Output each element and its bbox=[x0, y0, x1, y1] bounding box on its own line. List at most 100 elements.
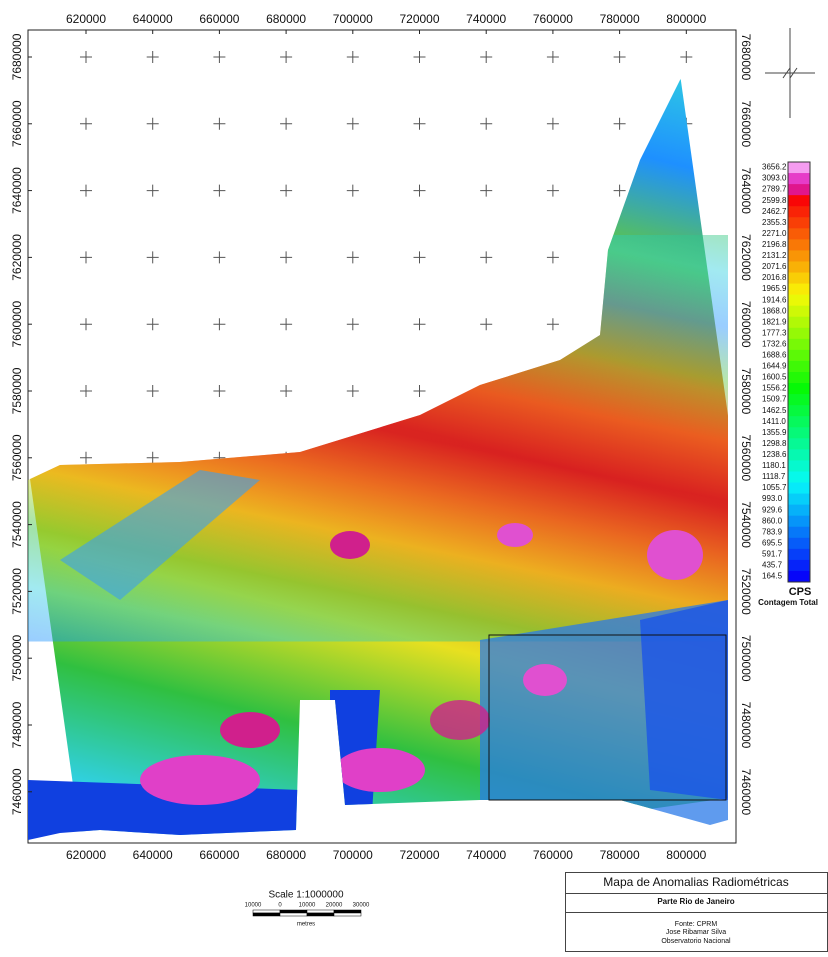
scale-tick-label: 10000 bbox=[245, 903, 262, 909]
low-zone bbox=[640, 600, 728, 800]
legend-swatch bbox=[788, 305, 810, 318]
legend-swatch bbox=[788, 250, 810, 262]
grid-cross bbox=[480, 251, 493, 264]
y-tick-label: 7580000 bbox=[739, 368, 753, 415]
grid-cross bbox=[480, 50, 493, 63]
legend-swatch bbox=[788, 471, 810, 484]
legend-swatch bbox=[788, 272, 810, 285]
legend-swatch bbox=[788, 239, 810, 251]
y-tick-label: 7480000 bbox=[739, 702, 753, 749]
legend-swatch bbox=[788, 504, 810, 517]
map-title: Mapa de Anomalias Radiométricas bbox=[603, 875, 788, 889]
legend-value: 1180.1 bbox=[762, 461, 786, 470]
legend-value: 2016.8 bbox=[762, 273, 787, 282]
scale-segment bbox=[306, 909, 335, 914]
scale-tick-label: 0 bbox=[278, 903, 282, 909]
high-zone bbox=[335, 748, 425, 792]
legend-swatch bbox=[788, 349, 810, 362]
title-block: Mapa de Anomalias Radiométricas Parte Ri… bbox=[565, 872, 828, 952]
grid-cross bbox=[546, 251, 559, 264]
x-tick-label: 620000 bbox=[66, 12, 106, 26]
legend-swatch bbox=[788, 195, 810, 207]
grid-cross bbox=[680, 50, 693, 63]
high-zone bbox=[220, 712, 280, 748]
grid-cross bbox=[413, 184, 426, 197]
scale-segment bbox=[333, 909, 362, 914]
legend-swatch bbox=[788, 327, 810, 340]
x-tick-label: 640000 bbox=[133, 12, 173, 26]
y-tick-label: 7520000 bbox=[10, 568, 24, 615]
high-zone bbox=[330, 531, 370, 559]
x-tick-label: 760000 bbox=[533, 848, 573, 862]
legend-value: 1821.9 bbox=[762, 317, 787, 326]
x-tick-label: 760000 bbox=[533, 12, 573, 26]
legend-swatch bbox=[788, 493, 810, 506]
legend-unit: CPS bbox=[789, 586, 812, 598]
grid-cross bbox=[79, 318, 92, 331]
legend-swatch bbox=[788, 405, 810, 417]
legend-value: 164.5 bbox=[762, 572, 783, 581]
scale-segment bbox=[279, 909, 308, 914]
grid-cross bbox=[213, 184, 226, 197]
legend-swatch bbox=[788, 316, 810, 329]
y-tick-label: 7500000 bbox=[10, 635, 24, 682]
high-zone bbox=[647, 530, 703, 580]
x-tick-label: 740000 bbox=[466, 848, 506, 862]
scale-title: Scale 1:1000000 bbox=[268, 890, 344, 901]
legend-value: 695.5 bbox=[762, 538, 783, 547]
grid-cross bbox=[79, 184, 92, 197]
legend-swatch bbox=[788, 394, 810, 406]
grid-cross bbox=[346, 318, 359, 331]
y-tick-label: 7640000 bbox=[739, 167, 753, 214]
legend-value: 1556.2 bbox=[762, 384, 787, 393]
grid-cross bbox=[546, 117, 559, 130]
grid-cross bbox=[613, 184, 626, 197]
x-tick-label: 680000 bbox=[266, 12, 306, 26]
grid-cross bbox=[146, 251, 159, 264]
legend-value: 1777.3 bbox=[762, 328, 787, 337]
scale-bar: Scale 1:1000000 metres 10000 0 10000 20000 3… bbox=[245, 890, 370, 928]
grid-cross bbox=[413, 251, 426, 264]
scale-tick-label: 20000 bbox=[326, 903, 343, 909]
grid-cross bbox=[346, 251, 359, 264]
grid-cross bbox=[346, 184, 359, 197]
legend-swatch bbox=[788, 526, 810, 539]
legend-value: 783.9 bbox=[762, 527, 783, 536]
grid-cross bbox=[79, 251, 92, 264]
legend-value: 1644.9 bbox=[762, 362, 787, 371]
y-tick-label: 7500000 bbox=[739, 635, 753, 682]
legend-value: 591.7 bbox=[762, 549, 783, 558]
grid-cross bbox=[280, 117, 293, 130]
legend-swatch bbox=[788, 173, 810, 185]
grid-cross bbox=[146, 184, 159, 197]
x-tick-label: 800000 bbox=[666, 848, 706, 862]
grid-cross bbox=[79, 451, 92, 464]
legend-swatch bbox=[788, 438, 810, 450]
legend-value: 1355.9 bbox=[762, 428, 787, 437]
grid-cross bbox=[79, 384, 92, 397]
y-tick-label: 7620000 bbox=[10, 234, 24, 281]
legend-value: 3656.2 bbox=[762, 163, 787, 172]
legend-value: 2789.7 bbox=[762, 185, 787, 194]
grid-cross bbox=[413, 117, 426, 130]
legend-swatch bbox=[788, 228, 810, 240]
grid-cross bbox=[79, 117, 92, 130]
high-zone bbox=[523, 664, 567, 696]
legend-value: 1411.0 bbox=[762, 417, 786, 426]
scale-segment bbox=[252, 909, 281, 914]
north-arrow bbox=[765, 28, 815, 118]
x-tick-label: 620000 bbox=[66, 848, 106, 862]
y-tick-label: 7660000 bbox=[10, 100, 24, 147]
legend-swatch bbox=[788, 559, 810, 572]
y-tick-label: 7540000 bbox=[739, 501, 753, 548]
y-tick-label: 7680000 bbox=[739, 34, 753, 81]
legend-swatch bbox=[788, 427, 810, 439]
high-zone bbox=[140, 755, 260, 805]
grid-cross bbox=[546, 318, 559, 331]
legend-value: 860.0 bbox=[762, 516, 783, 525]
legend-value: 993.0 bbox=[762, 494, 783, 503]
grid-cross bbox=[480, 117, 493, 130]
x-tick-label: 720000 bbox=[399, 12, 439, 26]
grid-cross bbox=[146, 318, 159, 331]
